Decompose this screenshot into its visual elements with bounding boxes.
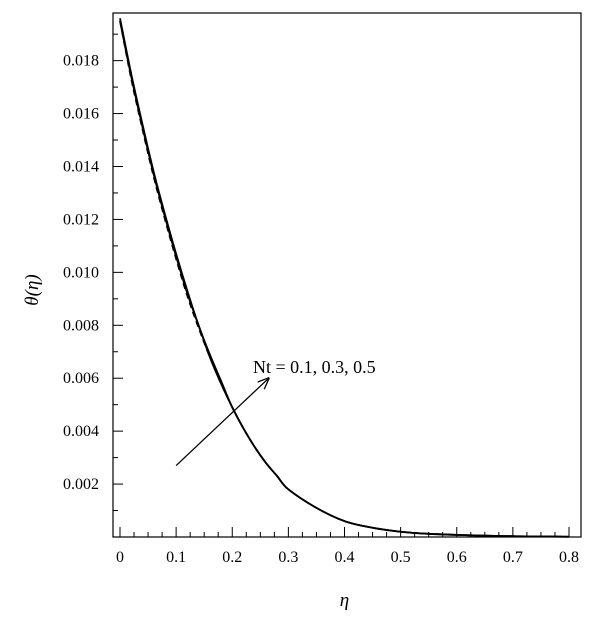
- y-tick-label: 0.018: [63, 53, 99, 70]
- y-tick-label: 0.012: [63, 211, 99, 228]
- x-axis-ticks: 0 0.1 0.2 0.3 0.4 0.5 0.6 0.7 0.8: [116, 527, 579, 566]
- x-tick-label: 0.3: [278, 549, 298, 566]
- series-line-2: [119, 20, 570, 538]
- y-tick-label: 0.014: [63, 158, 99, 175]
- series-layer: [119, 18, 570, 538]
- y-tick-label: 0.002: [63, 476, 99, 493]
- x-tick-label: 0.2: [222, 549, 242, 566]
- annotation-arrow: [175, 378, 269, 467]
- x-tick-label: 0.7: [503, 549, 523, 566]
- x-tick-label: 0.6: [447, 549, 467, 566]
- y-tick-label: 0.004: [63, 423, 99, 440]
- plot-frame: [112, 12, 582, 538]
- x-tick-label: 0.1: [166, 549, 186, 566]
- x-tick-label: 0.8: [559, 549, 579, 566]
- annotation-label: Nt = 0.1, 0.3, 0.5: [253, 357, 376, 377]
- y-tick-label: 0.008: [63, 317, 99, 334]
- x-tick-label: 0: [116, 549, 124, 566]
- x-tick-label: 0.4: [335, 549, 355, 566]
- y-tick-label: 0.006: [63, 370, 99, 387]
- y-tick-label: 0.016: [63, 106, 99, 123]
- x-axis-title: η: [340, 590, 349, 611]
- x-tick-label: 0.5: [391, 549, 411, 566]
- series-line-3: [119, 18, 570, 538]
- series-line-1: [119, 20, 570, 538]
- y-tick-label: 0.010: [63, 264, 99, 281]
- y-axis-title: θ(η): [22, 274, 43, 305]
- y-axis-ticks: 0.002 0.004 0.006 0.008 0.010 0.012 0.014 0.016…: [63, 33, 123, 512]
